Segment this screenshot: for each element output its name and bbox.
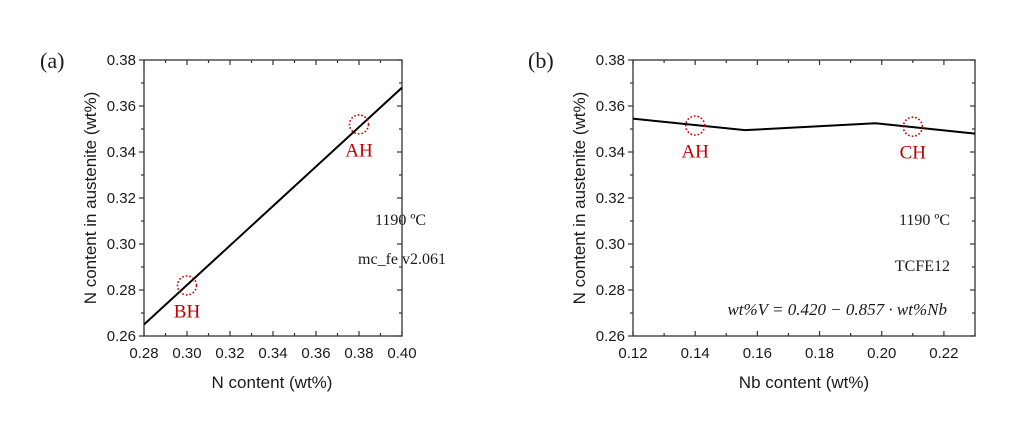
annotation: TCFE12 (895, 258, 950, 275)
y-tick-label: 0.38 (107, 52, 136, 69)
annotation: wt%V = 0.420 − 0.857 · wt%Nb (727, 300, 947, 319)
marker-circle-bh (176, 275, 198, 296)
y-axis-title: N content in austenite (wt%) (570, 92, 589, 305)
y-tick-label: 0.32 (596, 190, 625, 207)
annotation: mc_fe v2.061 (358, 251, 446, 268)
marker-label-ah: AH (681, 142, 709, 163)
x-tick-label: 0.22 (929, 345, 958, 362)
marker-circle-ah (348, 114, 370, 135)
marker-circle-ch (902, 116, 924, 137)
y-tick-label: 0.28 (107, 282, 136, 299)
x-tick-label: 0.40 (387, 345, 416, 362)
y-tick-label: 0.36 (107, 98, 136, 115)
x-axis-title: N content (wt%) (212, 373, 333, 392)
x-tick-label: 0.20 (867, 345, 896, 362)
x-tick-label: 0.16 (743, 345, 772, 362)
y-tick-label: 0.30 (596, 236, 625, 253)
plot-frame (632, 59, 976, 337)
x-tick-label: 0.12 (618, 345, 647, 362)
x-tick-label: 0.14 (681, 345, 710, 362)
y-tick-label: 0.28 (596, 282, 625, 299)
x-tick-label: 0.18 (805, 345, 834, 362)
x-axis-title: Nb content (wt%) (739, 373, 869, 392)
x-tick-label: 0.30 (172, 345, 201, 362)
x-tick-label: 0.36 (301, 345, 330, 362)
marker-label-bh: BH (174, 301, 201, 322)
panel-label: (a) (40, 48, 64, 73)
y-tick-label: 0.38 (596, 52, 625, 69)
y-tick-label: 0.26 (596, 328, 625, 345)
panel-b: 0.12 0.14 0.16 0.18 0.20 0.22 0.26 0.28 0.30 0.32… (528, 48, 976, 392)
x-tick-label: 0.32 (215, 345, 244, 362)
y-axis-title: N content in austenite (wt%) (81, 92, 100, 305)
series-line (632, 117, 976, 135)
y-tick-label: 0.26 (107, 328, 136, 345)
marker-label-ah: AH (345, 140, 373, 161)
y-tick-label: 0.32 (107, 190, 136, 207)
y-tick-label: 0.34 (107, 144, 136, 161)
marker-label-ch: CH (900, 143, 927, 164)
annotation: 1190 ºC (899, 212, 950, 229)
y-tick-label: 0.34 (596, 144, 625, 161)
series-line (143, 86, 403, 326)
annotation: 1190 ºC (375, 212, 426, 229)
x-tick-label: 0.34 (258, 345, 287, 362)
panel-a: 0.28 0.30 0.32 0.34 0.36 0.38 0.400.260.280.30… (40, 48, 446, 392)
x-tick-label: 0.38 (344, 345, 373, 362)
panel-label: (b) (528, 48, 554, 73)
y-tick-label: 0.30 (107, 236, 136, 253)
y-tick-label: 0.36 (596, 98, 625, 115)
x-tick-label: 0.28 (129, 345, 158, 362)
marker-circle-ah (684, 115, 706, 136)
